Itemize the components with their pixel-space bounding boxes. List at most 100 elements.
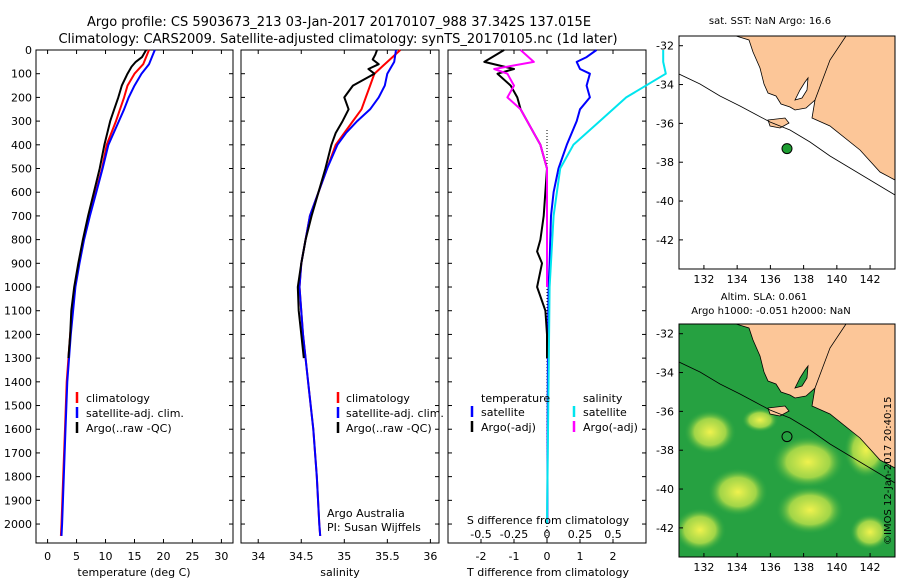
australia-coastline <box>679 324 895 469</box>
legend-header-temperature: temperature <box>481 392 550 405</box>
legend-label-satellite: satellite-adj. clim. <box>86 407 184 420</box>
x2-tick-label: -0.5 <box>470 528 491 541</box>
y-tick-label: 300 <box>11 115 32 128</box>
y-tick-label: 100 <box>11 68 32 81</box>
salinity-panel: 34 34.5 35 35.5 36 salinity climatology sate… <box>240 49 444 579</box>
map-x-tick-label: 136 <box>760 561 781 574</box>
legend-label-climatology: climatology <box>86 392 150 405</box>
x-tick-label: 2 <box>610 550 617 563</box>
y-tick-label: 800 <box>11 234 32 247</box>
sla-map-frame <box>678 323 896 558</box>
x-tick-label: 15 <box>128 550 142 563</box>
argo-float-marker <box>781 143 793 155</box>
kangaroo-island <box>767 117 790 129</box>
annotation-argo-australia: Argo Australia <box>327 507 405 520</box>
legend-label-s-argo: Argo(-adj) <box>583 421 638 434</box>
legend-label-t-satellite: satellite <box>481 406 525 419</box>
x-tick-label: 10 <box>99 550 113 563</box>
annotation-pi: PI: Susan Wijffels <box>327 521 421 534</box>
series-line-argo-adj <box>483 49 548 359</box>
figure-title-line2: Climatology: CARS2009. Satellite-adjuste… <box>58 32 617 47</box>
map-x-tick-label: 140 <box>826 273 847 286</box>
t-difference-xlabel: T difference from climatology <box>466 566 629 579</box>
x-tick-label: 35 <box>337 550 351 563</box>
map-x-tick-label: 132 <box>693 561 714 574</box>
y-tick-label: 1700 <box>4 447 32 460</box>
difference-legend: temperature salinity satellite Argo(-adj… <box>470 392 638 434</box>
x-tick-label: 25 <box>185 550 199 563</box>
y-tick-label: 1000 <box>4 281 32 294</box>
y-tick-label: 1900 <box>4 494 32 507</box>
salinity-axes-frame <box>240 49 440 544</box>
y-tick-label: 500 <box>11 163 32 176</box>
series-line-argo-raw-qc <box>67 49 147 359</box>
sla-map-title-line2: Argo h1000: -0.051 h2000: NaN <box>691 306 851 317</box>
x-tick-label: 35.5 <box>375 550 400 563</box>
salinity-legend: climatology satellite-adj. clim. Argo(..… <box>336 392 444 435</box>
x-tick-label: 20 <box>156 550 170 563</box>
y-tick-label: 2000 <box>4 518 32 531</box>
y-tick-label: 1800 <box>4 471 32 484</box>
sst-map-panel: sat. SST: NaN Argo: 16.6 132 134 136 138 140… <box>656 16 896 286</box>
x-tick-label: -1 <box>509 550 520 563</box>
legend-label-satellite: satellite-adj. clim. <box>346 407 444 420</box>
map-y-tick-label: -34 <box>656 367 674 380</box>
series-line-climatology <box>298 49 401 536</box>
temperature-axes-frame <box>35 49 234 544</box>
salinity-xlabel: salinity <box>320 566 360 579</box>
series-line-satellite-adj-clim <box>60 49 156 536</box>
y-tick-label: 1600 <box>4 423 32 436</box>
difference-panel: -2 -1 0 1 2 -0.5 -0.25 0 0.25 0.5 S difference fr… <box>447 49 667 579</box>
y-tick-label: 400 <box>11 139 32 152</box>
map-y-tick-label: -40 <box>656 195 674 208</box>
temperature-panel: 0 5 10 15 20 25 300100200300400500600700800900… <box>4 44 234 579</box>
map-y-tick-label: -32 <box>656 328 674 341</box>
map-y-tick-label: -36 <box>656 117 674 130</box>
legend-label-t-argo: Argo(-adj) <box>481 421 536 434</box>
x-tick-label: 0 <box>44 550 51 563</box>
temperature-xlabel: temperature (deg C) <box>77 566 190 579</box>
legend-label-argo: Argo(..raw -QC) <box>346 422 432 435</box>
x2-tick-label: -0.25 <box>500 528 528 541</box>
y-tick-label: 200 <box>11 91 32 104</box>
figure-title-line1: Argo profile: CS 5903673_213 03-Jan-2017… <box>87 15 591 30</box>
y-tick-label: 1300 <box>4 352 32 365</box>
y-tick-label: 1200 <box>4 328 32 341</box>
legend-label-argo: Argo(..raw -QC) <box>86 422 172 435</box>
sla-map-panel: Altim. SLA: 0.061 Argo h1000: -0.051 h20… <box>656 292 896 574</box>
map-x-tick-label: 140 <box>826 561 847 574</box>
sla-map-title-line1: Altim. SLA: 0.061 <box>721 292 807 303</box>
x-tick-label: 34 <box>251 550 265 563</box>
legend-header-salinity: salinity <box>583 392 623 405</box>
australia-coastline <box>679 36 895 181</box>
series-line-argo-adj <box>493 49 548 287</box>
y-tick-label: 600 <box>11 186 32 199</box>
y-tick-label: 1400 <box>4 376 32 389</box>
map-y-tick-label: -42 <box>656 522 674 535</box>
imos-credit: ©IMOS 12-Jan-2017 20:40:15 <box>883 397 894 545</box>
map-y-tick-label: -32 <box>656 40 674 53</box>
map-y-tick-label: -34 <box>656 79 674 92</box>
map-y-tick-label: -36 <box>656 405 674 418</box>
y-tick-label: 1100 <box>4 305 32 318</box>
map-x-tick-label: 138 <box>793 561 814 574</box>
sst-map-frame <box>678 35 896 270</box>
x-tick-label: 0 <box>544 550 551 563</box>
series-line-satellite-adj-clim <box>298 49 397 536</box>
s-difference-xlabel: S difference from climatology <box>467 514 630 527</box>
series-line-satellite <box>546 49 598 525</box>
x-tick-label: 36 <box>423 550 437 563</box>
map-x-tick-label: 134 <box>727 273 748 286</box>
map-x-tick-label: 136 <box>760 273 781 286</box>
map-x-tick-label: 132 <box>693 273 714 286</box>
x2-tick-label: 0 <box>544 528 551 541</box>
series-line-argo-raw-qc <box>296 49 380 359</box>
x-tick-label: 5 <box>73 550 80 563</box>
x2-tick-label: 0.25 <box>568 528 593 541</box>
legend-label-s-satellite: satellite <box>583 406 627 419</box>
argo-float-marker <box>781 431 793 443</box>
shelf-contour-line <box>679 361 895 484</box>
map-x-tick-label: 142 <box>860 273 881 286</box>
map-x-tick-label: 134 <box>727 561 748 574</box>
